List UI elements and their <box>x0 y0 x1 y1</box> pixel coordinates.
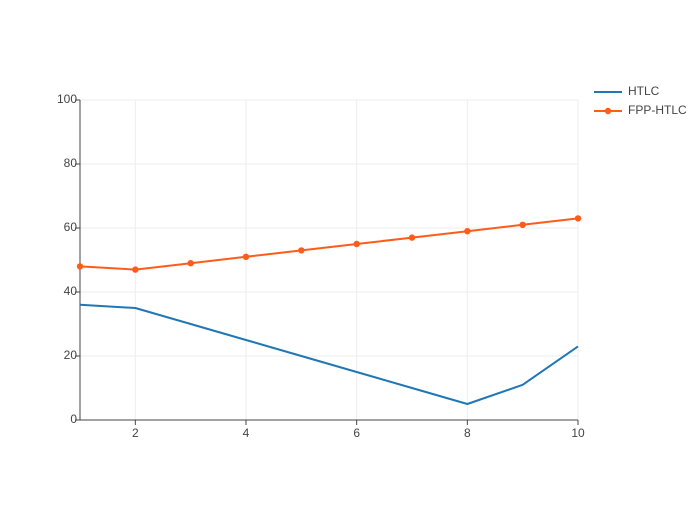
y-tick-label: 80 <box>64 156 78 170</box>
legend-label: FPP-HTLC <box>628 103 687 117</box>
x-tick-label: 6 <box>353 426 360 440</box>
data-point <box>187 260 194 267</box>
data-point <box>242 253 250 260</box>
y-tick-label: 0 <box>70 412 77 426</box>
legend-item: FPP-HTLC <box>594 103 687 117</box>
series-line-htlc <box>79 303 579 405</box>
x-tick-label: 2 <box>132 426 139 440</box>
y-tick-label: 20 <box>64 348 78 362</box>
series-line-fpp-htlc <box>79 217 579 271</box>
data-point <box>298 247 305 254</box>
legend: HTLC FPP-HTLC <box>594 84 687 117</box>
data-point <box>519 221 526 228</box>
y-tick-label: 100 <box>57 92 77 106</box>
x-tick-label: 8 <box>464 426 471 440</box>
y-tick-label: 40 <box>64 284 78 298</box>
x-tick-label: 10 <box>571 426 585 440</box>
data-point <box>132 266 139 273</box>
x-tick-label: 4 <box>243 426 250 440</box>
data-point <box>464 228 471 235</box>
data-point <box>76 263 84 270</box>
y-tick-label: 60 <box>64 220 78 234</box>
grid <box>80 99 579 420</box>
data-point <box>574 215 582 222</box>
plot-area <box>76 215 582 405</box>
legend-marker <box>604 107 612 115</box>
legend-item: HTLC <box>594 84 660 98</box>
data-point <box>408 234 416 241</box>
legend-label: HTLC <box>628 84 660 98</box>
data-point <box>353 240 360 248</box>
